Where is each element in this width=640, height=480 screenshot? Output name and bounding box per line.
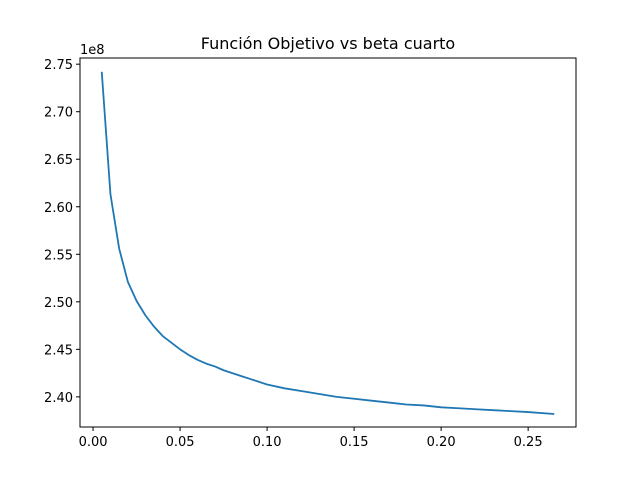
plot-area: 0.00 0.05 0.10 0.15 0.20 0.25 2.40 2.45 2.50 2.55… <box>44 58 555 450</box>
chart-title: Función Objetivo vs beta cuarto <box>201 34 455 53</box>
y-tick-label: 2.55 <box>44 248 73 263</box>
x-tick-label: 0.10 <box>253 435 282 450</box>
x-tick-label: 0.25 <box>514 435 543 450</box>
x-tick-label: 0.15 <box>340 435 369 450</box>
x-tick-label: 0.05 <box>166 435 195 450</box>
axes-frame <box>79 57 577 428</box>
y-tick-label: 2.45 <box>44 343 73 358</box>
y-tick-label: 2.60 <box>44 201 73 216</box>
y-tick-label: 2.70 <box>44 106 73 121</box>
y-tick-label: 2.75 <box>44 58 73 73</box>
y-offset-label: 1e8 <box>80 43 105 58</box>
y-tick-label: 2.40 <box>44 391 73 406</box>
y-tick-label: 2.50 <box>44 296 73 311</box>
series-line <box>100 71 555 415</box>
x-tick-label: 0.20 <box>427 435 456 450</box>
x-tick-label: 0.00 <box>79 435 108 450</box>
y-tick-label: 2.65 <box>44 153 73 168</box>
